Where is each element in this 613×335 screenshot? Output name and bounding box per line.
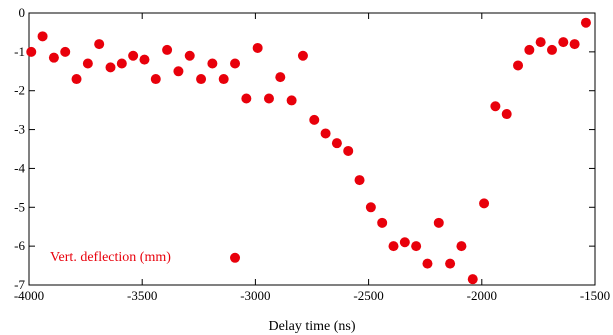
y-tick-label: 0 — [19, 5, 26, 20]
y-tick-label: -2 — [14, 83, 25, 98]
data-point — [139, 54, 150, 65]
data-point — [173, 66, 184, 77]
data-point — [230, 58, 241, 69]
data-point — [184, 50, 195, 61]
data-point — [479, 198, 490, 209]
data-point — [286, 95, 297, 106]
data-point — [320, 128, 331, 139]
data-point — [388, 241, 399, 252]
x-tick-label: -2000 — [467, 288, 497, 303]
data-point — [263, 93, 274, 104]
data-point — [501, 109, 512, 120]
data-point — [48, 52, 59, 63]
data-point — [331, 138, 342, 149]
data-point — [230, 252, 241, 263]
data-point — [490, 101, 501, 112]
x-tick-label: -3500 — [127, 288, 157, 303]
data-point — [26, 46, 37, 57]
data-point — [309, 114, 320, 125]
y-tick-label: -7 — [14, 277, 25, 292]
data-point — [94, 39, 105, 50]
data-point — [218, 74, 229, 85]
data-point — [252, 42, 263, 53]
data-point — [82, 58, 93, 69]
x-tick-label: -2500 — [353, 288, 383, 303]
y-tick-label: -5 — [14, 199, 25, 214]
data-point — [354, 175, 365, 186]
data-point — [433, 217, 444, 228]
data-point — [105, 62, 116, 73]
data-point — [377, 217, 388, 228]
data-point — [467, 274, 478, 285]
data-point — [422, 258, 433, 269]
data-point — [71, 74, 82, 85]
data-point — [116, 58, 127, 69]
x-axis-title: Delay time (ns) — [268, 319, 355, 334]
data-point — [162, 44, 173, 55]
x-tick-label: -1500 — [580, 288, 610, 303]
x-tick-label: -3000 — [240, 288, 270, 303]
data-points — [26, 17, 591, 285]
data-point — [513, 60, 524, 71]
data-point — [60, 46, 71, 57]
data-point — [569, 39, 580, 50]
y-tick-label: -6 — [14, 238, 25, 253]
data-point — [399, 237, 410, 248]
data-point — [241, 93, 252, 104]
data-point — [196, 74, 207, 85]
data-point — [558, 37, 569, 48]
data-point — [445, 258, 456, 269]
y-tick-label: -1 — [14, 44, 25, 59]
data-point — [128, 50, 139, 61]
data-point — [546, 44, 557, 55]
data-point — [411, 241, 422, 252]
y-tick-label: -3 — [14, 122, 25, 137]
tick-labels: -4000 -3500 -3000 -2500 -2000 -1500 0 -1 -2 -3 -4 -… — [14, 5, 610, 303]
data-point — [580, 17, 591, 28]
data-point — [37, 31, 48, 42]
data-point — [456, 241, 467, 252]
y-tick-label: -4 — [14, 160, 25, 175]
data-point — [535, 37, 546, 48]
legend-entry-label: Vert. deflection (mm) — [50, 250, 171, 265]
data-point — [275, 72, 286, 83]
data-point — [524, 44, 535, 55]
plot-frame — [28, 12, 596, 286]
data-point — [343, 145, 354, 156]
axis-ticks — [28, 12, 596, 286]
data-point — [365, 202, 376, 213]
x-tick-label: -4000 — [14, 288, 44, 303]
data-point — [297, 50, 308, 61]
data-point — [207, 58, 218, 69]
data-point — [150, 74, 161, 85]
